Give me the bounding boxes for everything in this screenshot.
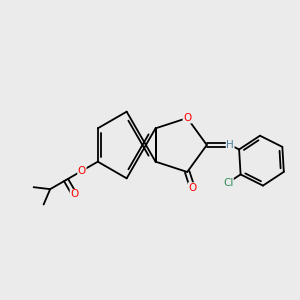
Text: O: O <box>183 113 191 123</box>
Text: O: O <box>188 183 196 193</box>
Text: Cl: Cl <box>223 178 233 188</box>
Text: O: O <box>78 166 86 176</box>
Text: H: H <box>226 140 234 150</box>
Text: O: O <box>70 189 79 200</box>
